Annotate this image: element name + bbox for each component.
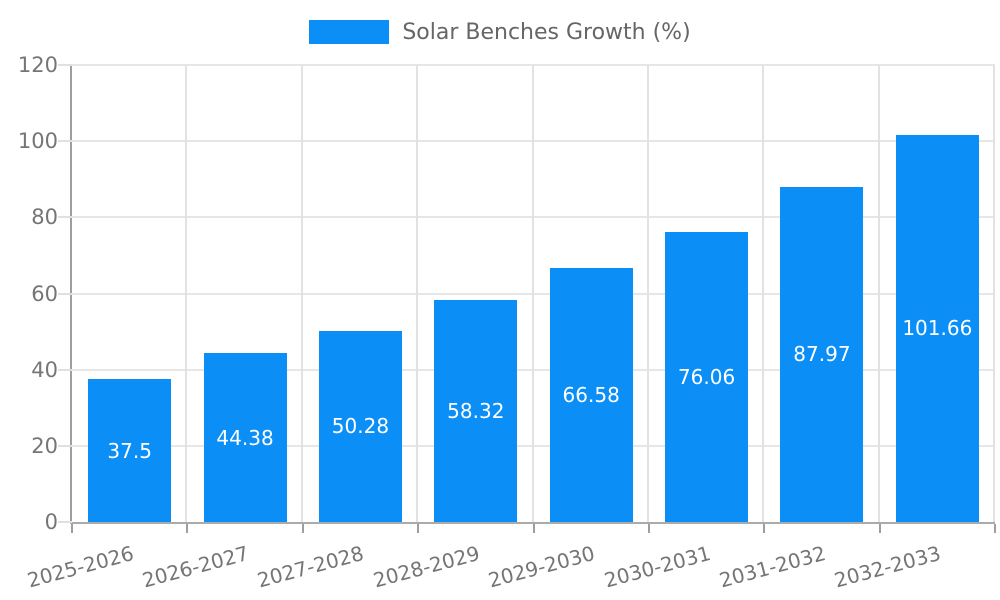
y-tick-label: 40 <box>31 357 58 382</box>
y-axis-tick <box>58 292 72 295</box>
x-tick-label: 2027-2028 <box>255 541 367 593</box>
y-tick-label: 100 <box>17 129 58 154</box>
legend[interactable]: Solar Benches Growth (%) <box>0 19 1000 45</box>
grid-line-v <box>762 65 765 522</box>
grid-line-v <box>646 65 649 522</box>
bar[interactable]: 58.32 <box>434 299 518 522</box>
x-tick-label: 2030-2031 <box>601 541 713 593</box>
y-axis-tick <box>58 368 72 371</box>
x-tick-label: 2026-2027 <box>139 541 252 593</box>
x-axis-tick <box>71 524 73 533</box>
bar-value-label: 101.66 <box>902 316 973 341</box>
grid-line-v <box>877 65 880 522</box>
x-tick-label: 2032-2033 <box>832 541 944 593</box>
y-tick-label: 60 <box>31 281 58 306</box>
x-axis-tick <box>532 524 535 533</box>
x-axis-tick <box>186 524 189 533</box>
bar[interactable]: 87.97 <box>780 186 864 522</box>
bar-value-label: 58.32 <box>447 398 505 423</box>
bar-value-label: 37.5 <box>107 438 152 463</box>
grid-line-v <box>185 65 188 522</box>
grid-line-v <box>531 65 534 522</box>
y-axis-tick <box>58 64 72 66</box>
bar[interactable]: 50.28 <box>318 330 402 522</box>
y-axis-tick <box>58 521 72 523</box>
x-axis-tick <box>417 524 420 533</box>
bar[interactable]: 37.5 <box>88 379 172 522</box>
x-tick-label: 2028-2029 <box>370 541 483 593</box>
x-tick-label: 2031-2032 <box>716 541 829 593</box>
y-axis-tick <box>58 444 72 447</box>
grid-line-v <box>416 65 419 522</box>
bar[interactable]: 76.06 <box>665 232 749 522</box>
x-axis-tick <box>301 524 304 533</box>
x-tick-label: 2025-2026 <box>24 541 136 593</box>
grid-line-h <box>72 292 995 295</box>
bar-value-label: 66.58 <box>562 383 620 408</box>
y-tick-label: 20 <box>31 433 58 458</box>
x-axis-tick <box>647 524 650 533</box>
legend-swatch <box>309 20 390 44</box>
y-tick-label: 80 <box>31 205 58 230</box>
bar-value-label: 76.06 <box>677 365 736 390</box>
y-tick-label: 0 <box>44 510 58 534</box>
y-tick-label: 120 <box>17 53 58 77</box>
grid-line-h <box>72 140 995 143</box>
grid-line-h <box>72 64 995 66</box>
x-axis-tick <box>878 524 881 533</box>
bar[interactable]: 101.66 <box>895 134 979 522</box>
x-tick-label: 2029-2030 <box>485 541 598 593</box>
grid-line-h <box>72 216 995 219</box>
bar-value-label: 50.28 <box>331 414 390 439</box>
legend-label: Solar Benches Growth (%) <box>402 19 691 45</box>
x-axis-tick <box>994 524 996 533</box>
bar[interactable]: 44.38 <box>203 353 287 522</box>
grid-line-h <box>72 368 995 371</box>
grid-line-v <box>300 65 303 522</box>
plot-area: 37.5 44.38 50.28 58.32 66.58 76.06 87.97 101.66 <box>70 64 995 524</box>
bar[interactable]: 66.58 <box>549 268 633 522</box>
x-axis-tick <box>763 524 766 533</box>
grid-line-v <box>993 65 995 522</box>
y-axis-tick <box>58 140 72 143</box>
grid-line-h <box>72 444 995 447</box>
bar-value-label: 44.38 <box>216 425 274 450</box>
y-axis-tick <box>58 216 72 219</box>
bar-value-label: 87.97 <box>793 342 851 367</box>
